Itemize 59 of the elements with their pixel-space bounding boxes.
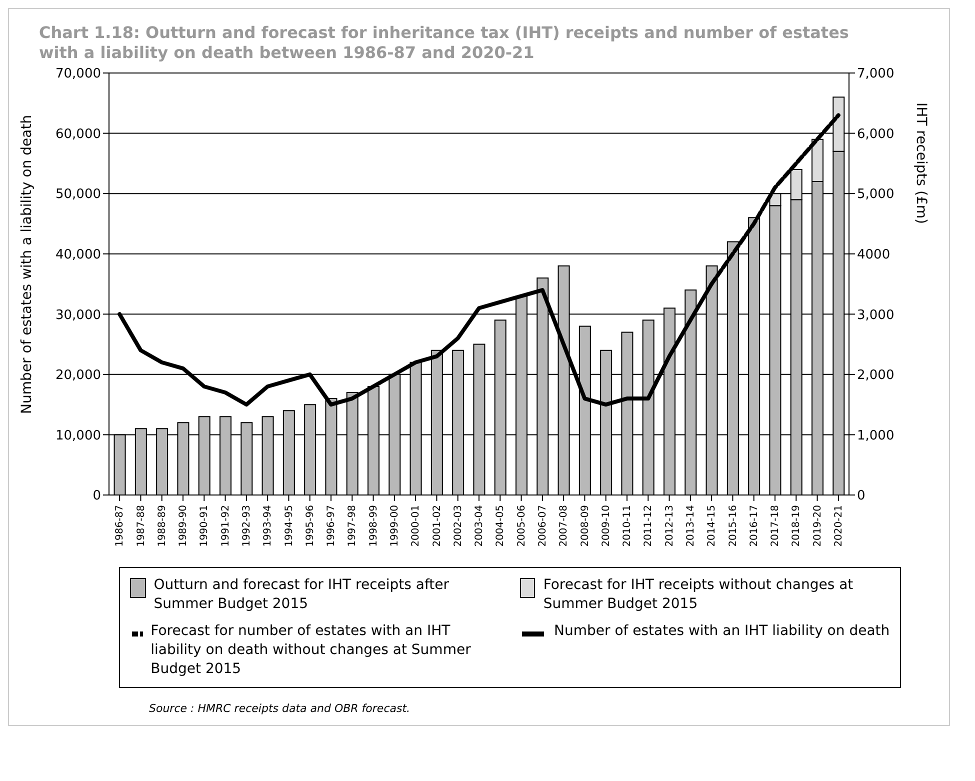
x-tick-label: 2011-12	[643, 505, 654, 547]
legend-label: Number of estates with an IHT liability on death	[554, 622, 890, 641]
y-tick-label: 30,000	[56, 308, 101, 323]
x-tick-label: 2005-06	[516, 505, 528, 547]
y2-tick-label: 2,000	[857, 368, 894, 384]
x-tick-label: 2003-04	[474, 505, 486, 547]
x-tick-label: 2009-10	[600, 505, 612, 547]
y-tick-label: 70,000	[56, 66, 101, 82]
y2-tick-label: 3,000	[857, 308, 894, 323]
y-tick-label: 60,000	[56, 126, 101, 142]
x-tick-label: 2008-09	[580, 505, 591, 547]
x-tick-label: 1997-98	[347, 505, 358, 547]
x-tick-label: 2018-19	[791, 505, 802, 547]
x-tick-label: 1994-95	[284, 505, 295, 547]
x-tick-label: 2004-05	[495, 505, 506, 547]
x-tick-label: 2002-03	[452, 505, 464, 547]
y-tick-label: 20,000	[56, 368, 101, 384]
x-tick-label: 1990-91	[199, 505, 210, 547]
y-tick-label: 10,000	[56, 428, 101, 444]
x-tick-label: 2015-16	[728, 505, 739, 547]
x-tick-label: 1987-88	[136, 505, 147, 547]
y2-tick-label: 6,000	[857, 126, 894, 142]
y-tick-label: 50,000	[56, 187, 101, 202]
x-tick-label: 1991-92	[220, 505, 232, 547]
x-tick-label: 2000-01	[410, 505, 422, 547]
x-tick-label: 2020-21	[834, 505, 845, 547]
x-tick-label: 1989-90	[178, 505, 190, 547]
legend-label: Forecast for number of estates with an IHT liability on death without changes at Summer Budget 2015	[150, 622, 472, 679]
x-tick-label: 2013-14	[686, 505, 697, 547]
x-tick-label: 2014-15	[706, 505, 718, 547]
x-tick-label: 2017-18	[770, 505, 782, 547]
x-tick-label: 2006-07	[538, 505, 549, 547]
x-tick-label: 2001-02	[432, 505, 443, 547]
y-tick-label: 40,000	[56, 247, 101, 262]
source-note: Source : HMRC receipts data and OBR forecast.	[149, 702, 412, 715]
y2-tick-label: 1,000	[857, 428, 894, 444]
x-tick-label: 1996-97	[326, 505, 338, 547]
y2-axis-title: IHT receipts (£m)	[913, 102, 930, 224]
y-tick-label: 0	[92, 488, 101, 504]
y2-tick-label: 7,000	[857, 66, 894, 82]
x-tick-label: 2010-11	[622, 505, 634, 547]
x-tick-label: 1988-89	[156, 505, 168, 547]
legend-label: Outturn and forecast for IHT receipts after Summer Budget 2015	[154, 576, 450, 614]
legend-label: Forecast for IHT receipts without changes at Summer Budget 2015	[543, 576, 854, 614]
y2-tick-label: 5,000	[857, 187, 894, 202]
x-tick-label: 1992-93	[242, 505, 253, 547]
x-tick-label: 1993-94	[262, 505, 274, 547]
x-tick-label: 2016-17	[748, 505, 760, 547]
y2-tick-label: 4000	[857, 247, 890, 262]
x-tick-label: 1999-00	[390, 505, 401, 547]
x-tick-label: 2007-08	[558, 505, 570, 547]
y-axis-title: Number of estates with a liability on death	[18, 114, 35, 414]
chart-title: Chart 1.18: Outturn and forecast for inheritance tax (IHT) receipts and number of estates with a liability on death between 1986-87 and 2020-21	[38, 22, 850, 63]
x-tick-label: 2012-13	[664, 505, 676, 547]
x-tick-label: 2019-20	[812, 505, 824, 547]
x-tick-label: 1986-87	[114, 505, 126, 547]
y2-tick-label: 0	[857, 488, 866, 504]
x-tick-label: 1998-99	[368, 505, 380, 547]
x-tick-label: 1995-96	[304, 505, 316, 547]
